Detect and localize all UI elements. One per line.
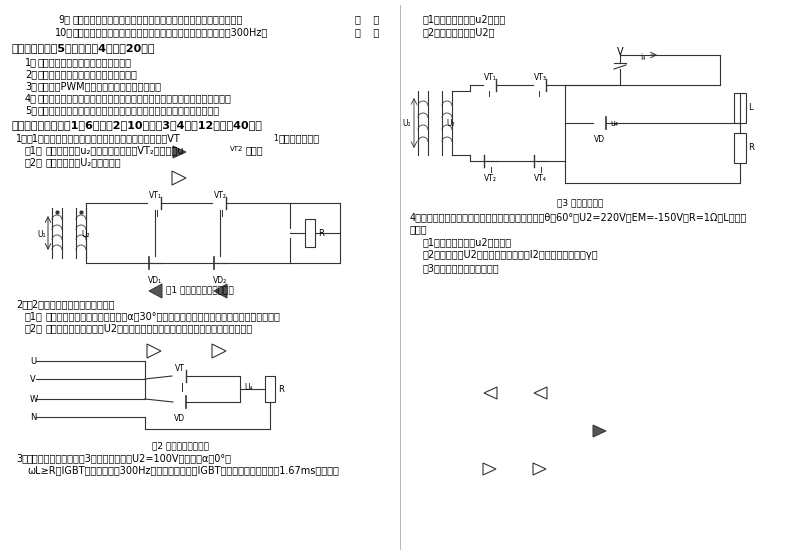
Text: V: V: [617, 47, 624, 57]
Text: ωL≥R，IGBT的开关频率为300Hz，一个开关周期内IGBT处于导通状态的时间为1.67ms，试求：: ωL≥R，IGBT的开关频率为300Hz，一个开关周期内IGBT处于导通状态的时…: [27, 465, 339, 475]
Text: V: V: [30, 375, 36, 384]
Text: 2．: 2．: [25, 69, 37, 79]
Text: VD: VD: [594, 135, 606, 144]
Text: 试求：: 试求：: [410, 224, 428, 234]
Text: VT2: VT2: [230, 146, 243, 152]
Text: 五、分析计算题（第1题6分，第2题10分，第3、4题各12分，共40分）: 五、分析计算题（第1题6分，第2题10分，第3、4题各12分，共40分）: [12, 120, 263, 130]
Text: 3．: 3．: [16, 453, 28, 463]
Text: 5．: 5．: [25, 105, 37, 115]
Text: 4．单相桥式全控整流电路，工作于有源逆变状态，θ＝60°，U2=220V，EM=-150V，R=1Ω，L极大，: 4．单相桥式全控整流电路，工作于有源逆变状态，θ＝60°，U2=220V，EM=…: [410, 212, 747, 222]
Text: 图2 两相零式整流电路: 图2 两相零式整流电路: [151, 441, 209, 450]
Text: 图1为电阻性负载的单相桥式半控整流电路，若晶闸管VT: 图1为电阻性负载的单相桥式半控整流电路，若晶闸管VT: [27, 133, 181, 143]
Text: 被触断，试求：: 被触断，试求：: [279, 133, 320, 143]
Text: VT₃: VT₃: [534, 73, 546, 82]
Text: 1．: 1．: [25, 57, 37, 67]
Text: 如果该电路的相电压为U2，则输出最大直流电压和最小直流电压分别为多少？: 如果该电路的相电压为U2，则输出最大直流电压和最小直流电压分别为多少？: [46, 323, 254, 333]
Text: u₄: u₄: [610, 119, 618, 128]
Text: 四、简答题（共5题，每小题4分，共20分）: 四、简答题（共5题，每小题4分，共20分）: [12, 43, 155, 53]
Text: U₂: U₂: [446, 119, 454, 128]
Polygon shape: [214, 284, 227, 298]
Text: R: R: [278, 385, 284, 394]
Text: U₂: U₂: [81, 230, 90, 239]
Text: U₁: U₁: [37, 230, 46, 239]
FancyBboxPatch shape: [734, 93, 746, 123]
Text: U₁: U₁: [402, 119, 410, 128]
Text: 在三相半波可控整流电路中，电路输出电压波形的脉动频率为300Hz。: 在三相半波可控整流电路中，电路输出电压波形的脉动频率为300Hz。: [73, 27, 268, 37]
Text: 整流电路多重化的主要目的是什么？: 整流电路多重化的主要目的是什么？: [38, 57, 132, 67]
Text: （2）: （2）: [25, 323, 43, 333]
Text: 1: 1: [273, 134, 278, 143]
Text: 已知复合变流电路如图3所示，工频电源U2=100V，控制角α＝0°，: 已知复合变流电路如图3所示，工频电源U2=100V，控制角α＝0°，: [27, 453, 232, 463]
Text: （1）绘制输出电压u2波形；: （1）绘制输出电压u2波形；: [423, 14, 506, 24]
Text: 1．: 1．: [16, 133, 28, 143]
Text: （1）画出输出电压u2的波形；: （1）画出输出电压u2的波形；: [423, 237, 512, 247]
Text: （2）: （2）: [25, 157, 43, 167]
Text: i₄: i₄: [640, 53, 646, 62]
Text: （    ）: （ ）: [355, 27, 379, 37]
Text: N: N: [30, 413, 36, 422]
Text: L: L: [748, 103, 753, 112]
Text: VT: VT: [175, 364, 185, 373]
Text: 如何提高PWM逆变电路的直流电压利用率？: 如何提高PWM逆变电路的直流电压利用率？: [38, 81, 162, 91]
Text: 图1 单相桥式半控整流电路: 图1 单相桥式半控整流电路: [166, 285, 234, 294]
Text: 画出下图所示整流电路在控制角α＝30°时的波形图，并说出该电路的移相范围是多大？: 画出下图所示整流电路在控制角α＝30°时的波形图，并说出该电路的移相范围是多大？: [46, 311, 281, 321]
Polygon shape: [593, 425, 606, 437]
Text: （1）: （1）: [25, 311, 43, 321]
Text: （2）负载电压U2，负载电流的平均值I2，电路换相重叠角γ；: （2）负载电压U2，负载电流的平均值I2，电路换相重叠角γ；: [423, 250, 598, 260]
Text: 4．: 4．: [25, 93, 37, 103]
Text: U₄: U₄: [244, 383, 253, 392]
Text: 高频化的意义是什么？为什么提高开关频率可以减小变压器的体积和重量？: 高频化的意义是什么？为什么提高开关频率可以减小变压器的体积和重量？: [38, 93, 232, 103]
Text: 10．: 10．: [55, 27, 73, 37]
Text: （2）输出平均电压U2。: （2）输出平均电压U2。: [423, 27, 495, 37]
FancyBboxPatch shape: [734, 133, 746, 163]
Text: VD₁: VD₁: [148, 276, 162, 285]
Text: 3．: 3．: [25, 81, 37, 91]
Text: VT₁: VT₁: [483, 73, 497, 82]
Text: VT₂: VT₂: [214, 191, 226, 200]
Text: VT₄: VT₄: [534, 174, 546, 183]
Polygon shape: [173, 146, 186, 158]
Text: VD₂: VD₂: [213, 276, 227, 285]
Polygon shape: [149, 284, 162, 298]
FancyBboxPatch shape: [265, 376, 275, 402]
Text: 什么是逆变失败？产生的原因是什么？: 什么是逆变失败？产生的原因是什么？: [38, 69, 138, 79]
Text: 画出输出电压u₂波形及本续晶闸管VT₂两端电压u: 画出输出电压u₂波形及本续晶闸管VT₂两端电压u: [46, 145, 185, 155]
Text: （    ）: （ ）: [355, 14, 379, 24]
Text: R: R: [748, 143, 754, 152]
Text: 整流输出电压U₂的表达式。: 整流输出电压U₂的表达式。: [46, 157, 122, 167]
Text: R: R: [318, 229, 324, 238]
FancyBboxPatch shape: [305, 219, 315, 247]
Text: 9．: 9．: [58, 14, 70, 24]
Text: W: W: [30, 395, 38, 404]
Text: VD: VD: [174, 414, 186, 423]
Text: 图2为两相零式整流电路，试求：: 图2为两相零式整流电路，试求：: [27, 299, 115, 309]
Text: VT₁: VT₁: [149, 191, 162, 200]
Text: 2．: 2．: [16, 299, 28, 309]
Text: 在变流装置系统中，增加电源的相数也可以提高电网的功率因数。: 在变流装置系统中，增加电源的相数也可以提高电网的功率因数。: [73, 14, 243, 24]
Text: VT₂: VT₂: [483, 174, 497, 183]
Text: U: U: [30, 357, 36, 366]
Text: （3）送回电网的有功功率。: （3）送回电网的有功功率。: [423, 263, 500, 273]
Text: 图3 复合变流电路: 图3 复合变流电路: [557, 198, 603, 207]
Text: 波形；: 波形；: [246, 145, 264, 155]
Text: （1）: （1）: [25, 145, 43, 155]
Text: 单相交交变频电路和直流电机传动用的反并联可控整流电路有何不同？: 单相交交变频电路和直流电机传动用的反并联可控整流电路有何不同？: [38, 105, 220, 115]
